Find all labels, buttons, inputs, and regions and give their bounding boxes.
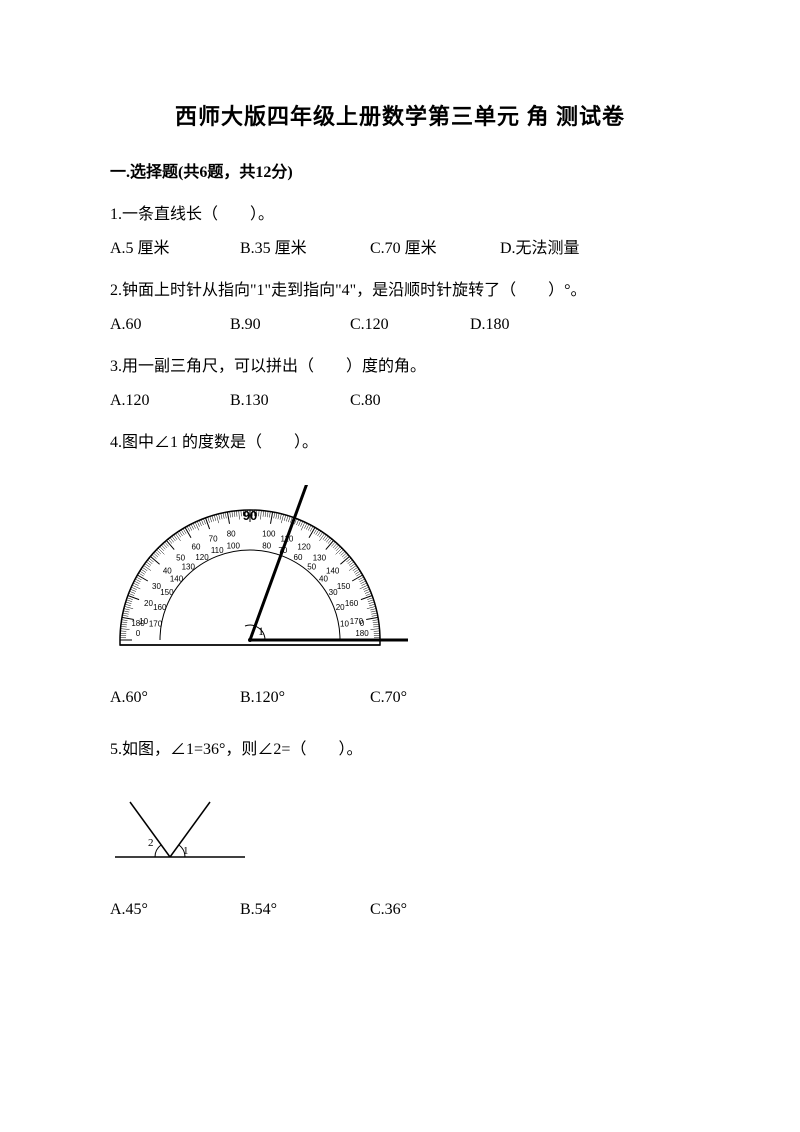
svg-text:60: 60 — [192, 543, 201, 552]
option-d: D.180 — [470, 313, 590, 337]
svg-text:170: 170 — [149, 619, 163, 628]
svg-text:180: 180 — [131, 619, 145, 628]
protractor-90-label: 90 — [243, 508, 257, 523]
svg-text:10: 10 — [340, 619, 349, 628]
option-c: C.80 — [350, 389, 470, 413]
svg-text:120: 120 — [297, 543, 311, 552]
svg-text:80: 80 — [227, 530, 236, 539]
svg-text:140: 140 — [170, 574, 184, 583]
option-c: C.36° — [370, 898, 500, 922]
option-a: A.60° — [110, 686, 240, 710]
question-3: 3.用一副三角尺，可以拼出（ ）度的角。 A.120 B.130 C.80 — [110, 355, 690, 413]
svg-text:20: 20 — [144, 599, 153, 608]
svg-text:150: 150 — [337, 582, 351, 591]
section-heading: 一.选择题(共6题，共12分) — [110, 161, 690, 185]
option-a: A.120 — [110, 389, 230, 413]
question-text: 3.用一副三角尺，可以拼出（ ）度的角。 — [110, 355, 690, 379]
svg-text:70: 70 — [209, 535, 218, 544]
svg-text:50: 50 — [307, 563, 316, 572]
question-2: 2.钟面上时针从指向"1"走到指向"4"，是沿顺时针旋转了（ ）°。 A.60 … — [110, 279, 690, 337]
option-b: B.130 — [230, 389, 350, 413]
option-c: C.70° — [370, 686, 500, 710]
page-title: 西师大版四年级上册数学第三单元 角 测试卷 — [110, 100, 690, 133]
question-1: 1.一条直线长（ ）。 A.5 厘米 B.35 厘米 C.70 厘米 D.无法测… — [110, 203, 690, 261]
svg-text:160: 160 — [153, 603, 167, 612]
options-row: A.120 B.130 C.80 — [110, 389, 690, 413]
svg-text:100: 100 — [262, 530, 276, 539]
svg-text:50: 50 — [176, 553, 185, 562]
svg-text:60: 60 — [294, 553, 303, 562]
question-5: 5.如图，∠1=36°，则∠2=（ ）。 1 2 A.45° B.54° C.3… — [110, 738, 690, 922]
option-b: B.120° — [240, 686, 370, 710]
svg-text:180: 180 — [355, 629, 369, 638]
svg-text:0: 0 — [136, 629, 141, 638]
option-c: C.120 — [350, 313, 470, 337]
options-row: A.60 B.90 C.120 D.180 — [110, 313, 690, 337]
angle-1-label: 1 — [258, 624, 264, 638]
svg-text:120: 120 — [195, 553, 209, 562]
question-4: 4.图中∠1 的度数是（ ）。 101702016030150401405013… — [110, 431, 690, 710]
angle-1-small-label: 1 — [183, 845, 189, 857]
svg-text:40: 40 — [319, 574, 328, 583]
svg-text:30: 30 — [329, 588, 338, 597]
svg-text:130: 130 — [313, 553, 327, 562]
question-text: 1.一条直线长（ ）。 — [110, 203, 690, 227]
option-d: D.无法测量 — [500, 237, 630, 261]
option-b: B.90 — [230, 313, 350, 337]
svg-text:130: 130 — [182, 563, 196, 572]
options-row: A.60° B.120° C.70° — [110, 686, 690, 710]
svg-text:0: 0 — [360, 619, 365, 628]
option-a: A.45° — [110, 898, 240, 922]
option-c: C.70 厘米 — [370, 237, 500, 261]
option-a: A.60 — [110, 313, 230, 337]
options-row: A.45° B.54° C.36° — [110, 898, 690, 922]
svg-text:160: 160 — [345, 599, 359, 608]
svg-text:80: 80 — [262, 542, 271, 551]
question-text: 2.钟面上时针从指向"1"走到指向"4"，是沿顺时针旋转了（ ）°。 — [110, 279, 690, 303]
svg-text:20: 20 — [336, 603, 345, 612]
svg-text:140: 140 — [326, 567, 340, 576]
protractor-figure: 1017020160301504014050130601207011080100… — [110, 485, 690, 668]
option-a: A.5 厘米 — [110, 237, 240, 261]
svg-text:110: 110 — [211, 546, 224, 555]
svg-text:100: 100 — [227, 542, 241, 551]
option-b: B.35 厘米 — [240, 237, 370, 261]
options-row: A.5 厘米 B.35 厘米 C.70 厘米 D.无法测量 — [110, 237, 690, 261]
option-b: B.54° — [240, 898, 370, 922]
angle-2-small-label: 2 — [148, 837, 154, 849]
question-text: 5.如图，∠1=36°，则∠2=（ ）。 — [110, 738, 690, 762]
angle-figure: 1 2 — [110, 792, 690, 880]
svg-text:150: 150 — [160, 588, 174, 597]
question-text: 4.图中∠1 的度数是（ ）。 — [110, 431, 690, 455]
